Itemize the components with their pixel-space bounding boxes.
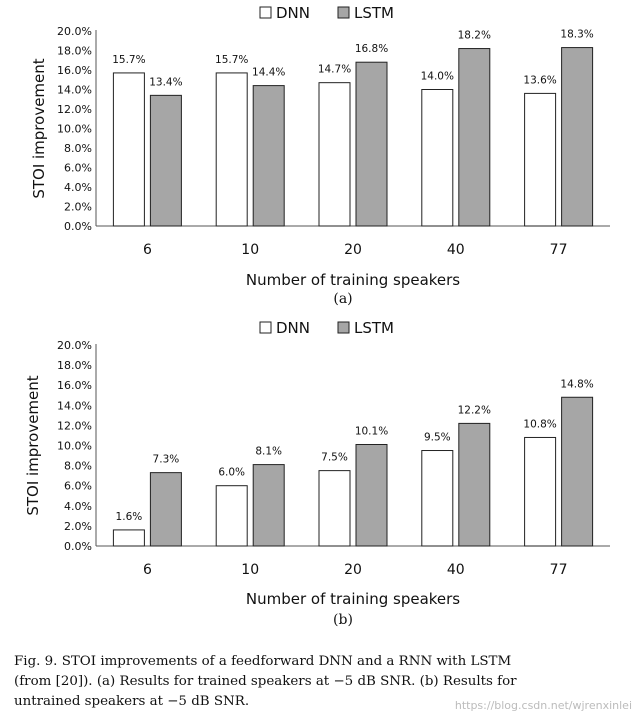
data-label: 9.5%: [424, 432, 451, 444]
data-label: 16.8%: [355, 43, 388, 55]
x-tick-label: 77: [550, 562, 568, 578]
data-label: 15.7%: [112, 54, 145, 66]
data-label: 15.7%: [215, 54, 248, 66]
data-label: 18.2%: [458, 30, 491, 42]
lstm-bar: [561, 47, 594, 227]
dnn-bar: [421, 89, 454, 227]
caption-line: untrained speakers at −5 dB SNR.: [14, 694, 250, 709]
dnn-legend-swatch: [259, 321, 272, 334]
y-tick-label: 4.0%: [64, 500, 92, 513]
y-tick-label: 6.0%: [64, 480, 92, 493]
x-tick-label: 6: [143, 242, 152, 258]
y-tick-label: 16.0%: [57, 64, 92, 77]
dnn-bar: [112, 72, 145, 227]
y-axis-title: STOI improvement: [24, 375, 42, 515]
data-label: 12.2%: [458, 404, 491, 416]
lstm-bar: [458, 422, 491, 547]
y-tick-label: 12.0%: [57, 419, 92, 432]
x-tick-label: 40: [447, 562, 465, 578]
y-tick-label: 16.0%: [57, 379, 92, 392]
data-label: 14.8%: [560, 378, 593, 390]
y-tick-label: 10.0%: [57, 440, 92, 453]
x-tick-label: 6: [143, 562, 152, 578]
dnn-bar: [421, 450, 454, 547]
x-axis-title: Number of training speakers: [246, 271, 460, 289]
lstm-bar: [355, 61, 388, 227]
y-tick-label: 6.0%: [64, 162, 92, 175]
figure-caption: Fig. 9. STOI improvements of a feedforwa…: [14, 652, 626, 712]
dnn-bar: [215, 485, 248, 547]
dnn-bar: [112, 529, 145, 547]
lstm-bar: [252, 85, 285, 227]
y-tick-label: 8.0%: [64, 460, 92, 473]
subfigure-label: (a): [333, 291, 352, 307]
data-label: 10.1%: [355, 425, 388, 437]
x-tick-label: 20: [344, 242, 362, 258]
caption-line: (from [20]). (a) Results for trained spe…: [14, 674, 517, 689]
dnn-legend-label: DNN: [276, 4, 310, 22]
data-label: 14.4%: [252, 67, 285, 79]
chart-panel-a: 0.0% 2.0% 4.0% 6.0% 8.0% 10.0% 12.0% 14.0% 16.0%…: [30, 4, 610, 307]
x-tick-label: 40: [447, 242, 465, 258]
y-tick-label: 8.0%: [64, 142, 92, 155]
x-tick-label: 20: [344, 562, 362, 578]
data-label: 13.4%: [149, 76, 182, 88]
lstm-legend-label: LSTM: [354, 4, 394, 22]
dnn-bar: [215, 72, 248, 227]
watermark: https://blog.csdn.net/wjrenxinlei: [454, 699, 632, 712]
y-tick-label: 2.0%: [64, 201, 92, 214]
y-tick-label: 4.0%: [64, 181, 92, 194]
lstm-bar: [252, 464, 285, 547]
y-tick-label: 18.0%: [57, 359, 92, 372]
y-tick-label: 20.0%: [57, 339, 92, 352]
lstm-bar: [149, 94, 182, 227]
lstm-legend-label: LSTM: [354, 319, 394, 337]
lstm-legend-swatch: [337, 6, 350, 19]
lstm-bar: [561, 396, 594, 547]
x-tick-label: 10: [241, 242, 259, 258]
dnn-legend-swatch: [259, 6, 272, 19]
y-tick-label: 2.0%: [64, 520, 92, 533]
data-label: 6.0%: [218, 467, 245, 479]
y-tick-label: 18.0%: [57, 45, 92, 58]
dnn-bar: [524, 436, 557, 547]
y-tick-label: 20.0%: [57, 25, 92, 38]
data-label: 8.1%: [255, 446, 282, 458]
data-label: 13.6%: [523, 74, 556, 86]
legend: DNN LSTM: [259, 319, 394, 337]
subfigure-label: (b): [333, 612, 353, 628]
data-label: 14.7%: [318, 64, 351, 76]
dnn-bar: [524, 92, 557, 227]
data-label: 7.5%: [321, 452, 348, 464]
data-label: 14.0%: [421, 71, 454, 83]
data-label: 7.3%: [153, 454, 180, 466]
y-tick-label: 10.0%: [57, 123, 92, 136]
y-axis-title: STOI improvement: [30, 58, 48, 198]
lstm-legend-swatch: [337, 321, 350, 334]
legend: DNN LSTM: [259, 4, 394, 22]
dnn-bar: [318, 82, 351, 227]
data-label: 10.8%: [523, 418, 556, 430]
x-tick-label: 77: [550, 242, 568, 258]
chart-canvas: 0.0% 2.0% 4.0% 6.0% 8.0% 10.0% 12.0% 14.0% 16.0%…: [24, 4, 610, 628]
y-tick-label: 14.0%: [57, 399, 92, 412]
y-tick-label: 14.0%: [57, 84, 92, 97]
x-axis-title: Number of training speakers: [246, 590, 460, 608]
chart-panel-b: 0.0% 2.0% 4.0% 6.0% 8.0% 10.0% 12.0% 14.0% 16.0%…: [24, 319, 610, 628]
y-tick-label: 0.0%: [64, 540, 92, 553]
dnn-bar: [318, 470, 351, 547]
data-label: 1.6%: [116, 511, 143, 523]
lstm-bar: [355, 443, 388, 547]
dnn-legend-label: DNN: [276, 319, 310, 337]
lstm-bar: [458, 48, 491, 227]
y-tick-label: 12.0%: [57, 103, 92, 116]
data-label: 18.3%: [560, 29, 593, 41]
x-tick-label: 10: [241, 562, 259, 578]
y-tick-label: 0.0%: [64, 220, 92, 233]
lstm-bar: [149, 472, 182, 547]
caption-line: Fig. 9. STOI improvements of a feedforwa…: [14, 654, 512, 669]
